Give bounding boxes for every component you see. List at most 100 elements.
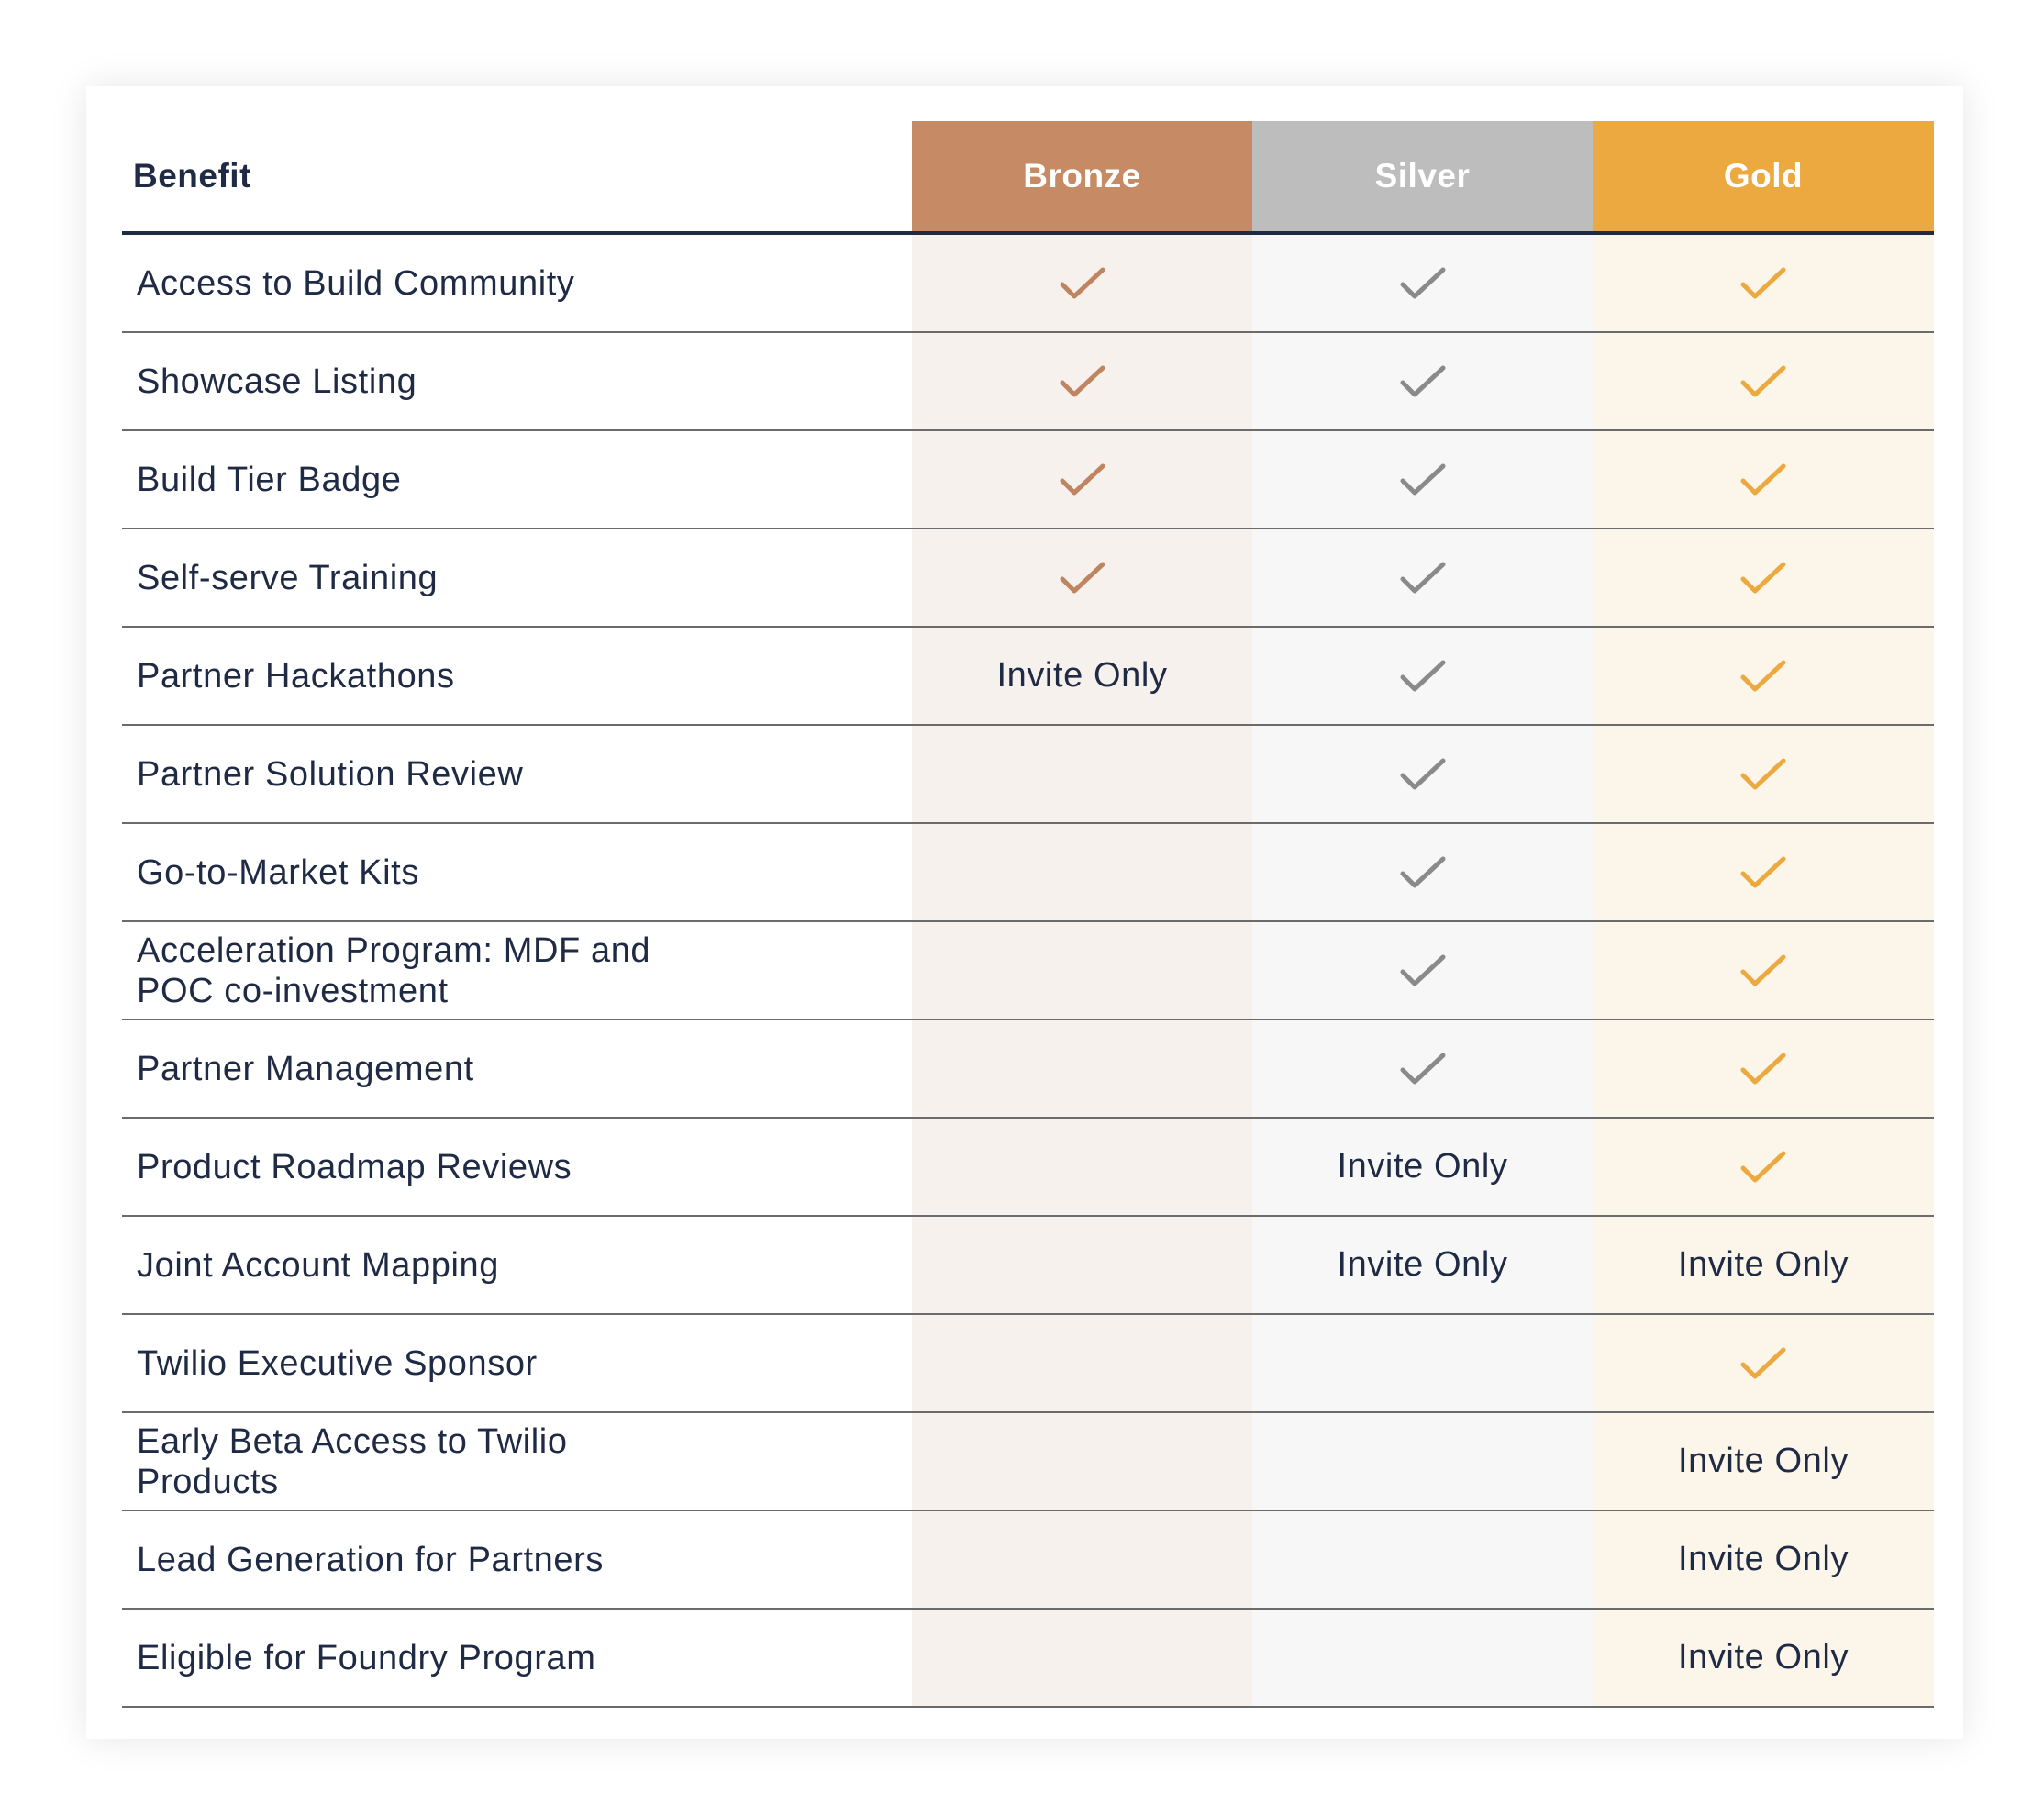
check-icon bbox=[1740, 954, 1786, 986]
silver-cell: Invite Only bbox=[1252, 1216, 1593, 1315]
gold-cell: Invite Only bbox=[1593, 1609, 1934, 1708]
invite-only-label: Invite Only bbox=[1677, 1540, 1850, 1578]
silver-cell bbox=[1252, 529, 1593, 628]
benefit-label: Twilio Executive Sponsor bbox=[137, 1343, 538, 1383]
gold-cell: Invite Only bbox=[1593, 1510, 1934, 1610]
check-icon bbox=[1740, 267, 1786, 299]
table-row: Showcase Listing bbox=[122, 332, 1934, 431]
table-row: Partner Management bbox=[122, 1019, 1934, 1119]
gold-cell bbox=[1593, 430, 1934, 529]
check-icon bbox=[1740, 1347, 1786, 1379]
benefit-cell: Lead Generation for Partners bbox=[122, 1510, 912, 1610]
invite-only-label: Invite Only bbox=[1677, 1638, 1850, 1677]
gold-cell bbox=[1593, 725, 1934, 824]
check-icon bbox=[1740, 1151, 1786, 1183]
check-icon bbox=[1740, 660, 1786, 692]
silver-cell bbox=[1252, 233, 1593, 333]
table-row: Access to Build Community bbox=[122, 233, 1934, 333]
bronze-cell bbox=[912, 332, 1252, 431]
invite-only-label: Invite Only bbox=[1677, 1442, 1850, 1480]
gold-cell bbox=[1593, 627, 1934, 726]
tier-benefits-table: Benefit Bronze Silver Gold Access to Bui… bbox=[122, 121, 1934, 1708]
table-body: Access to Build Community Showcase Listin… bbox=[122, 233, 1934, 1708]
table-row: Product Roadmap Reviews Invite Only bbox=[122, 1118, 1934, 1217]
bronze-cell bbox=[912, 1216, 1252, 1315]
gold-cell bbox=[1593, 233, 1934, 333]
check-icon bbox=[1740, 758, 1786, 790]
check-icon bbox=[1740, 1053, 1786, 1085]
benefit-label: Acceleration Program: MDF and POC co-inv… bbox=[137, 930, 651, 1010]
benefit-label: Early Beta Access to Twilio Products bbox=[137, 1421, 568, 1501]
check-icon bbox=[1400, 267, 1445, 299]
benefit-label: Self-serve Training bbox=[137, 558, 439, 597]
table-row: Partner Solution Review bbox=[122, 725, 1934, 824]
table-row: Early Beta Access to Twilio Products Invi… bbox=[122, 1412, 1934, 1511]
table-row: Partner Hackathons Invite Only bbox=[122, 627, 1934, 726]
gold-cell bbox=[1593, 1314, 1934, 1413]
benefit-label: Lead Generation for Partners bbox=[137, 1540, 604, 1579]
bronze-cell bbox=[912, 1314, 1252, 1413]
silver-cell bbox=[1252, 725, 1593, 824]
benefit-cell: Partner Solution Review bbox=[122, 725, 912, 824]
silver-cell bbox=[1252, 627, 1593, 726]
benefit-cell: Acceleration Program: MDF and POC co-inv… bbox=[122, 921, 912, 1020]
gold-cell bbox=[1593, 823, 1934, 922]
silver-cell bbox=[1252, 430, 1593, 529]
silver-cell bbox=[1252, 1510, 1593, 1610]
benefit-cell: Twilio Executive Sponsor bbox=[122, 1314, 912, 1413]
silver-cell bbox=[1252, 1412, 1593, 1511]
benefit-cell: Partner Management bbox=[122, 1019, 912, 1119]
check-icon bbox=[1400, 954, 1445, 986]
benefit-cell: Showcase Listing bbox=[122, 332, 912, 431]
table-row: Self-serve Training bbox=[122, 529, 1934, 628]
gold-cell bbox=[1593, 1019, 1934, 1119]
benefit-cell: Product Roadmap Reviews bbox=[122, 1118, 912, 1217]
silver-cell bbox=[1252, 823, 1593, 922]
silver-cell bbox=[1252, 332, 1593, 431]
bronze-cell bbox=[912, 1412, 1252, 1511]
gold-cell bbox=[1593, 332, 1934, 431]
check-icon bbox=[1400, 758, 1445, 790]
check-icon bbox=[1400, 365, 1445, 397]
bronze-cell bbox=[912, 725, 1252, 824]
benefit-cell: Access to Build Community bbox=[122, 233, 912, 333]
silver-cell bbox=[1252, 921, 1593, 1020]
benefit-cell: Partner Hackathons bbox=[122, 627, 912, 726]
table-row: Go-to-Market Kits bbox=[122, 823, 1934, 922]
benefit-cell: Early Beta Access to Twilio Products bbox=[122, 1412, 912, 1511]
bronze-cell bbox=[912, 1019, 1252, 1119]
silver-column-header: Silver bbox=[1252, 121, 1593, 235]
silver-cell bbox=[1252, 1609, 1593, 1708]
bronze-cell bbox=[912, 430, 1252, 529]
check-icon bbox=[1060, 463, 1105, 496]
check-icon bbox=[1060, 562, 1105, 594]
gold-cell bbox=[1593, 529, 1934, 628]
check-icon bbox=[1740, 562, 1786, 594]
table-row: Eligible for Foundry Program Invite Only bbox=[122, 1609, 1934, 1708]
benefit-label: Eligible for Foundry Program bbox=[137, 1638, 596, 1677]
bronze-cell bbox=[912, 1609, 1252, 1708]
bronze-column-header: Bronze bbox=[912, 121, 1252, 235]
benefit-cell: Build Tier Badge bbox=[122, 430, 912, 529]
benefit-label: Partner Solution Review bbox=[137, 754, 524, 794]
silver-cell bbox=[1252, 1314, 1593, 1413]
gold-column-header: Gold bbox=[1593, 121, 1934, 235]
bronze-cell bbox=[912, 233, 1252, 333]
benefit-cell: Joint Account Mapping bbox=[122, 1216, 912, 1315]
benefit-label: Partner Management bbox=[137, 1049, 474, 1088]
bronze-cell bbox=[912, 529, 1252, 628]
table-row: Lead Generation for Partners Invite Only bbox=[122, 1510, 1934, 1610]
check-icon bbox=[1740, 856, 1786, 888]
benefit-cell: Self-serve Training bbox=[122, 529, 912, 628]
gold-cell: Invite Only bbox=[1593, 1216, 1934, 1315]
bronze-cell bbox=[912, 921, 1252, 1020]
benefit-label: Product Roadmap Reviews bbox=[137, 1147, 572, 1187]
benefit-label: Build Tier Badge bbox=[137, 460, 402, 499]
check-icon bbox=[1740, 365, 1786, 397]
check-icon bbox=[1060, 267, 1105, 299]
gold-cell: Invite Only bbox=[1593, 1412, 1934, 1511]
check-icon bbox=[1060, 365, 1105, 397]
table-header-row: Benefit Bronze Silver Gold bbox=[122, 121, 1934, 235]
bronze-cell: Invite Only bbox=[912, 627, 1252, 726]
invite-only-label: Invite Only bbox=[1337, 1147, 1508, 1186]
